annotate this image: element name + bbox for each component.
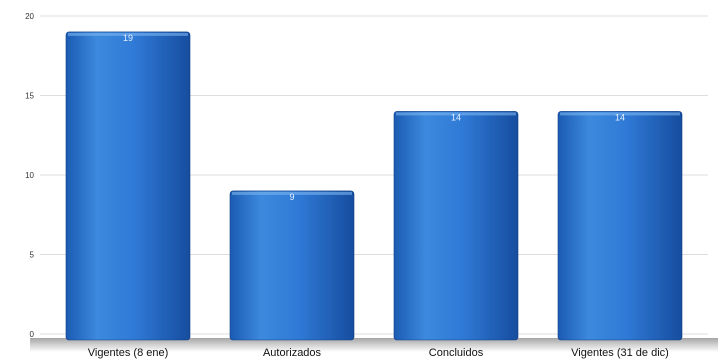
data-labels: 19 9 14 14	[123, 33, 625, 202]
x-category-label: Concluidos	[429, 347, 484, 359]
bar	[229, 190, 355, 341]
y-tick-label: 5	[30, 251, 35, 260]
floor-shadow	[30, 338, 718, 352]
bar-top-highlight	[396, 112, 516, 116]
bar	[393, 111, 519, 341]
bar-top-highlight	[68, 32, 188, 36]
data-label: 9	[289, 192, 294, 202]
y-tick-label: 0	[30, 330, 35, 339]
bar-top-highlight	[560, 112, 680, 116]
category-labels: Vigentes (8 ene) Autorizados Concluidos Vig…	[88, 347, 669, 359]
data-label: 14	[451, 112, 461, 122]
data-label: 14	[615, 112, 625, 122]
x-category-label: Vigentes (8 ene)	[88, 347, 169, 359]
x-category-label: Autorizados	[263, 347, 322, 359]
y-tick-label: 15	[25, 92, 34, 101]
bar	[557, 111, 683, 341]
x-category-label: Vigentes (31 de dic)	[571, 347, 669, 359]
y-tick-label: 10	[25, 171, 34, 180]
bar	[65, 31, 191, 341]
y-axis-ticks: 0 5 10 15 20	[25, 12, 34, 339]
bars	[65, 31, 683, 341]
y-tick-label: 20	[25, 12, 34, 21]
data-label: 19	[123, 33, 133, 43]
bar-top-highlight	[232, 191, 352, 195]
